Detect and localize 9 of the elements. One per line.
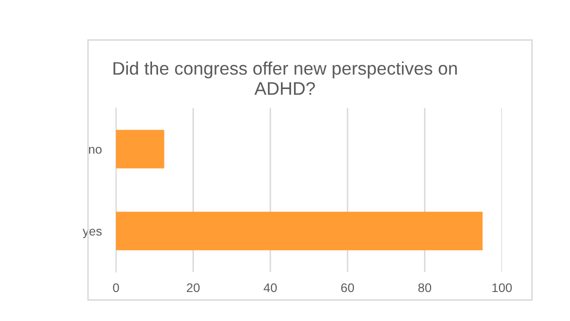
- x-tick-label: 0: [113, 283, 119, 292]
- y-tick-label: yes: [82, 228, 102, 238]
- chart-title: Did the congress offer new perspectives on ADHD?: [114, 62, 457, 95]
- x-tick-label: 80: [418, 283, 432, 292]
- x-tick-label: 100: [492, 283, 512, 292]
- y-tick-label: no: [89, 146, 102, 154]
- x-tick-label: 60: [341, 283, 354, 292]
- x-tick-label: 20: [186, 283, 200, 292]
- x-tick-label: 40: [264, 283, 277, 292]
